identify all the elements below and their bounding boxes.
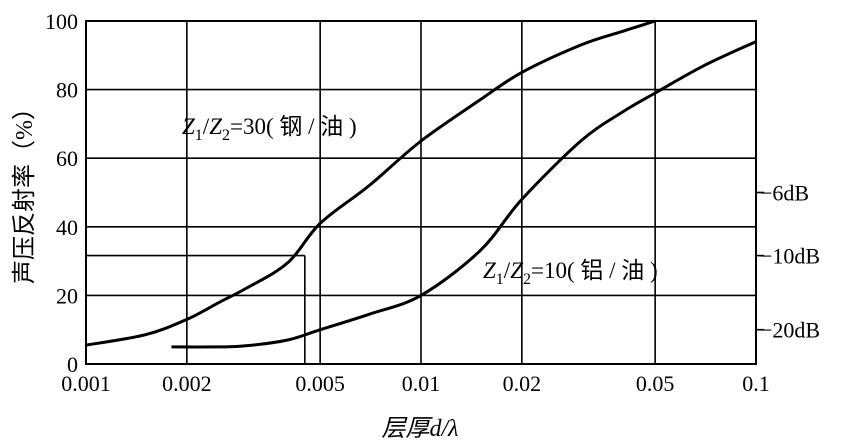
db-label: −20dB [760, 318, 820, 343]
ratio-text: =30( 钢 / 油 ) [230, 114, 357, 139]
db-scale: −6dB −10dB −20dB [756, 181, 820, 343]
y-tick-label: 0 [67, 352, 78, 377]
z1-subscript: 1 [496, 271, 504, 288]
z2-symbol: Z [510, 258, 523, 283]
y-tick-label: 80 [56, 78, 78, 103]
z1-symbol: Z [483, 258, 496, 283]
grid-lines [85, 20, 757, 365]
y-tick-label: 100 [45, 9, 78, 34]
curves [85, 19, 757, 349]
y-axis-label: 声压反射率（%） [11, 96, 38, 284]
x-tick-label: 0.002 [162, 371, 212, 396]
x-tick-labels: 0.001 0.002 0.005 0.01 0.02 0.05 0.1 [61, 371, 770, 396]
x-tick-label: 0.05 [636, 371, 675, 396]
db-label: −10dB [760, 244, 820, 269]
z1-subscript: 1 [195, 127, 203, 144]
z1-symbol: Z [182, 114, 195, 139]
slash: / [504, 258, 511, 283]
db-label: −6dB [760, 181, 809, 206]
y-tick-label: 40 [56, 215, 78, 240]
y-tick-label: 20 [56, 283, 78, 308]
z2-subscript: 2 [523, 271, 531, 288]
x-axis-label: 层厚d/λ [381, 416, 458, 442]
x-tick-label: 0.1 [742, 371, 770, 396]
x-tick-label: 0.005 [295, 371, 345, 396]
y-tick-labels: 0 20 40 60 80 100 [45, 9, 78, 377]
curve-aluminum-oil [171, 40, 757, 349]
guide-lines [86, 254, 306, 364]
x-tick-label: 0.01 [402, 371, 441, 396]
series-label-steel-oil: Z1/Z2=30( 钢 / 油 ) [182, 114, 357, 144]
y-tick-label: 60 [56, 146, 78, 171]
x-tick-label: 0.001 [61, 371, 111, 396]
x-tick-label: 0.02 [503, 371, 542, 396]
z2-subscript: 2 [222, 127, 230, 144]
series-label-aluminum-oil: Z1/Z2=10( 铝 / 油 ) [483, 258, 658, 288]
curve-steel-oil [85, 19, 656, 347]
ratio-text: =10( 铝 / 油 ) [531, 258, 658, 283]
z2-symbol: Z [209, 114, 222, 139]
slash: / [203, 114, 210, 139]
